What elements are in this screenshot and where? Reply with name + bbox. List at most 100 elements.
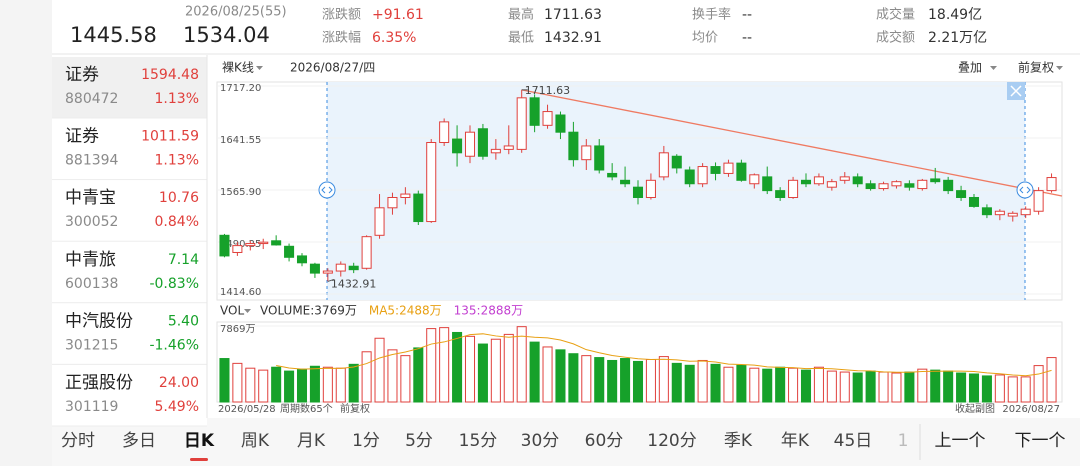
candle-body [1007,212,1018,217]
volume-bar [826,370,837,403]
period-tab[interactable]: 5分 [405,431,433,451]
volume-bar [607,359,618,403]
candle-body [568,131,579,161]
volume-bar [762,368,773,403]
period-tab[interactable]: 60分 [585,431,624,451]
candle-body [788,179,799,198]
volume-bar [671,362,682,403]
prev-button[interactable]: 上一个 [935,431,986,451]
candle-body [684,169,695,185]
range-handle[interactable] [318,181,336,199]
volume-bar [710,363,721,403]
stock-change: -0.83% [149,276,199,292]
stock-code: 301119 [65,399,118,415]
period-tab[interactable]: 1分 [352,431,380,451]
stock-name: 证券 [65,65,99,85]
candle-body [516,97,527,150]
candle-body [361,236,372,269]
header-price: 1534.04 [183,23,270,47]
period-tab[interactable]: 45日 [834,431,873,451]
volume-bar [930,369,941,403]
candle-body [413,193,424,223]
volume-bar [503,333,514,403]
candle-body [374,207,385,236]
volume-bar [568,353,579,403]
candle-body [219,234,230,257]
extreme-pointer [327,278,335,282]
candle-body [387,196,398,209]
handle-arrows [321,186,333,194]
period-tab[interactable]: 1 [898,431,909,451]
volume-bar [839,371,850,403]
stock-code: 300052 [65,214,118,230]
watch-row[interactable] [52,365,207,426]
stat-label: 成交量 [876,7,915,23]
period-tab[interactable]: 15分 [459,431,498,451]
candle-body [762,176,773,192]
watch-row[interactable] [52,303,207,365]
volume-bar [400,355,411,403]
watch-row[interactable] [52,118,207,180]
range-handle[interactable] [1016,181,1034,199]
period-tab[interactable]: 120分 [647,431,696,451]
stat-value: 6.35% [372,30,416,46]
candle-body [968,196,980,207]
adjust-button[interactable]: 前复权 [1018,60,1054,75]
volume-bar [309,365,320,403]
candle-body [529,97,540,126]
volume-bar [775,366,786,403]
collapse-button[interactable]: 收起副图 [955,402,995,415]
volume-bar [581,355,592,403]
volume-readout: 135:2888万 [454,304,524,318]
period-tab[interactable]: 年K [781,431,810,451]
watch-row[interactable] [52,180,207,242]
period-tab[interactable]: 30分 [521,431,560,451]
stock-price: 24.00 [159,375,199,391]
volume-bar [555,349,566,403]
y-tick-label: 1717.20 [220,83,261,94]
y-tick-label: 1414.60 [220,287,261,298]
candle-body [943,179,954,192]
watch-row[interactable] [52,241,207,303]
candle-body [994,210,1005,216]
candle-body [800,179,812,185]
candle-body [322,270,333,274]
adjust-label: 前复权 [340,402,370,415]
period-tab[interactable]: 月K [297,431,326,451]
volume-bar [981,375,992,403]
handle-arrows [1019,186,1031,194]
volume-bar [865,370,876,403]
watch-row[interactable] [52,57,207,118]
period-tab[interactable]: 季K [724,431,753,451]
volume-bar [426,328,437,403]
left-gutter [0,0,52,466]
volume-bar [387,349,398,403]
ma5-line [276,333,1052,377]
stock-change: 0.84% [155,214,199,230]
volume-bar [296,368,308,403]
period-tab[interactable]: 多日 [122,431,156,451]
stock-change: 5.49% [155,399,199,415]
volume-bar [917,368,928,403]
y-tick-label: 1565.90 [220,187,261,198]
volume-bar [1007,376,1018,403]
stock-price: 1594.48 [141,67,199,83]
volume-bar [878,371,889,403]
period-tab[interactable]: 分时 [61,431,95,451]
period-tab[interactable]: 周K [241,431,270,451]
candle-body [904,183,915,188]
candle-body [632,186,644,198]
volume-bar [891,372,902,403]
volume-bar [542,346,553,403]
next-button[interactable]: 下一个 [1015,431,1066,451]
period-tab[interactable]: 日K [184,431,215,451]
stat-label: 换手率 [692,7,731,23]
volume-bar [968,373,980,403]
volume-bar [852,372,863,403]
candle-body [981,207,992,216]
overlay-button[interactable]: 叠加 [958,61,982,75]
candle-body [645,179,656,198]
volume-bar [219,358,230,403]
